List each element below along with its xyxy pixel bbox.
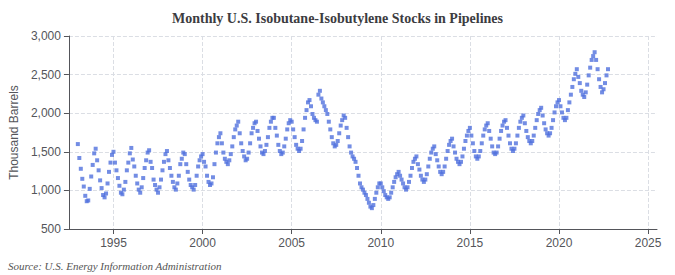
svg-text:1995: 1995 xyxy=(100,236,127,250)
svg-text:2025: 2025 xyxy=(635,236,662,250)
svg-text:2015: 2015 xyxy=(457,236,484,250)
svg-text:Monthly U.S. Isobutane-Isobuty: Monthly U.S. Isobutane-Isobutylene Stock… xyxy=(172,11,504,26)
svg-text:1,000: 1,000 xyxy=(31,183,61,197)
svg-text:3,000: 3,000 xyxy=(31,29,61,43)
svg-text:2000: 2000 xyxy=(189,236,216,250)
svg-text:500: 500 xyxy=(41,222,61,236)
svg-text:2010: 2010 xyxy=(367,236,394,250)
svg-text:2005: 2005 xyxy=(278,236,305,250)
svg-text:2,500: 2,500 xyxy=(31,68,61,82)
svg-text:2,000: 2,000 xyxy=(31,106,61,120)
svg-text:2020: 2020 xyxy=(546,236,573,250)
svg-text:1,500: 1,500 xyxy=(31,145,61,159)
svg-text:Thousand Barrels: Thousand Barrels xyxy=(7,85,21,180)
svg-text:Source: U.S. Energy Informatio: Source: U.S. Energy Information Administ… xyxy=(8,260,222,272)
